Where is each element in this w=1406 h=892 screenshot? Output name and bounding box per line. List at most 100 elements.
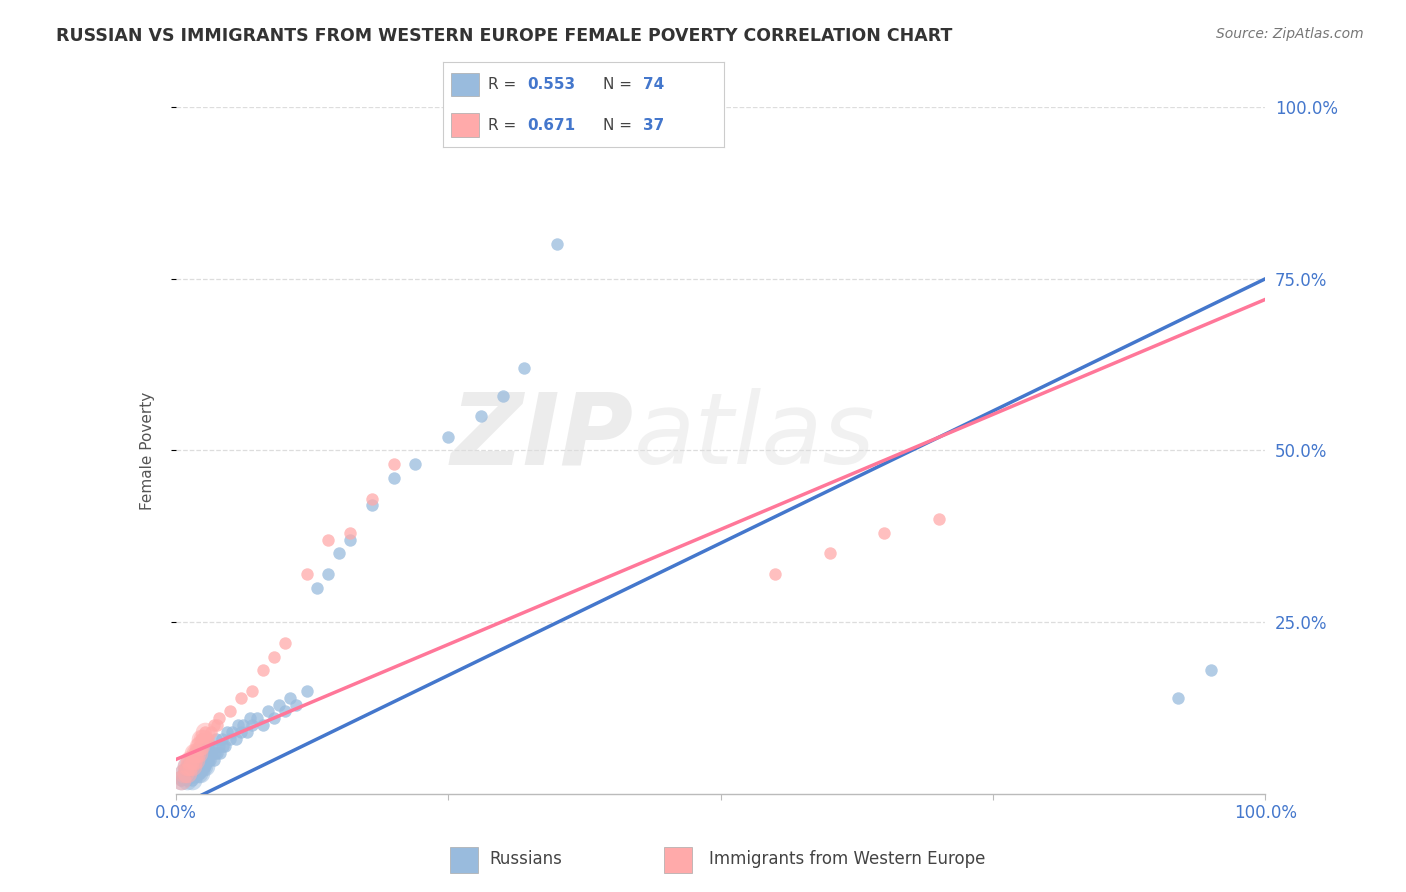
Point — [195, 746, 218, 760]
Point — [173, 766, 195, 780]
Point — [382, 457, 405, 471]
Point — [1167, 690, 1189, 705]
Point — [269, 698, 291, 712]
Point — [186, 746, 209, 760]
Point — [211, 731, 233, 746]
Point — [339, 525, 361, 540]
Point — [176, 759, 198, 773]
Point — [252, 718, 274, 732]
Point — [200, 725, 222, 739]
Point — [173, 766, 195, 780]
Point — [382, 471, 405, 485]
Point — [200, 746, 222, 760]
Text: Source: ZipAtlas.com: Source: ZipAtlas.com — [1216, 27, 1364, 41]
Text: 0.553: 0.553 — [527, 77, 575, 92]
Point — [201, 739, 224, 753]
Point — [231, 690, 253, 705]
Text: ZIP: ZIP — [450, 388, 633, 485]
Text: 0.671: 0.671 — [527, 118, 575, 133]
Point — [204, 746, 226, 760]
Point — [187, 759, 209, 773]
Point — [176, 759, 198, 773]
Point — [208, 711, 231, 725]
Point — [208, 739, 231, 753]
Point — [194, 759, 217, 773]
Point — [191, 753, 214, 767]
Point — [179, 753, 201, 767]
Point — [181, 773, 204, 788]
Point — [328, 546, 350, 561]
Point — [252, 663, 274, 677]
Y-axis label: Female Poverty: Female Poverty — [141, 392, 155, 509]
Point — [470, 409, 492, 423]
Point — [318, 567, 340, 582]
Text: R =: R = — [488, 118, 522, 133]
Text: N =: N = — [603, 118, 637, 133]
Point — [214, 739, 236, 753]
Point — [263, 711, 285, 725]
Point — [221, 725, 243, 739]
Point — [176, 773, 198, 788]
Point — [181, 766, 204, 780]
Point — [183, 759, 205, 773]
FancyBboxPatch shape — [451, 113, 479, 137]
Point — [186, 753, 209, 767]
Point — [183, 759, 205, 773]
Text: 37: 37 — [643, 118, 664, 133]
Point — [209, 746, 232, 760]
Point — [240, 718, 263, 732]
Point — [546, 237, 568, 252]
Point — [176, 766, 198, 780]
Point — [186, 766, 209, 780]
Point — [339, 533, 361, 547]
FancyBboxPatch shape — [450, 847, 478, 872]
Point — [193, 753, 215, 767]
Point — [225, 731, 247, 746]
Point — [184, 753, 207, 767]
Point — [211, 739, 233, 753]
Point — [205, 731, 228, 746]
Point — [181, 773, 204, 788]
Point — [194, 725, 217, 739]
Point — [179, 753, 201, 767]
Text: Immigrants from Western Europe: Immigrants from Western Europe — [709, 849, 986, 868]
Point — [232, 718, 254, 732]
Point — [187, 739, 209, 753]
Text: R =: R = — [488, 77, 522, 92]
Point — [226, 718, 249, 732]
Point — [246, 711, 269, 725]
Text: N =: N = — [603, 77, 637, 92]
Point — [197, 753, 219, 767]
Point — [197, 739, 219, 753]
Text: RUSSIAN VS IMMIGRANTS FROM WESTERN EUROPE FEMALE POVERTY CORRELATION CHART: RUSSIAN VS IMMIGRANTS FROM WESTERN EUROP… — [56, 27, 953, 45]
Point — [202, 718, 225, 732]
Point — [307, 581, 329, 595]
Point — [205, 718, 228, 732]
Point — [278, 690, 301, 705]
Point — [176, 773, 198, 788]
Point — [184, 753, 207, 767]
Point — [181, 766, 204, 780]
Point — [360, 499, 382, 513]
Point — [191, 746, 214, 760]
FancyBboxPatch shape — [451, 72, 479, 96]
Point — [184, 753, 207, 767]
Point — [818, 546, 841, 561]
Point — [186, 759, 208, 773]
Point — [179, 759, 201, 773]
Point — [215, 725, 238, 739]
Point — [257, 705, 280, 719]
Point — [181, 753, 204, 767]
Point — [181, 759, 204, 773]
Point — [176, 766, 198, 780]
Point — [190, 759, 212, 773]
Point — [186, 746, 209, 760]
Point — [405, 457, 427, 471]
Point — [437, 430, 460, 444]
Point — [195, 746, 218, 760]
Text: atlas: atlas — [633, 388, 875, 485]
Point — [186, 753, 209, 767]
Point — [170, 773, 193, 788]
Point — [183, 746, 205, 760]
Point — [205, 746, 228, 760]
